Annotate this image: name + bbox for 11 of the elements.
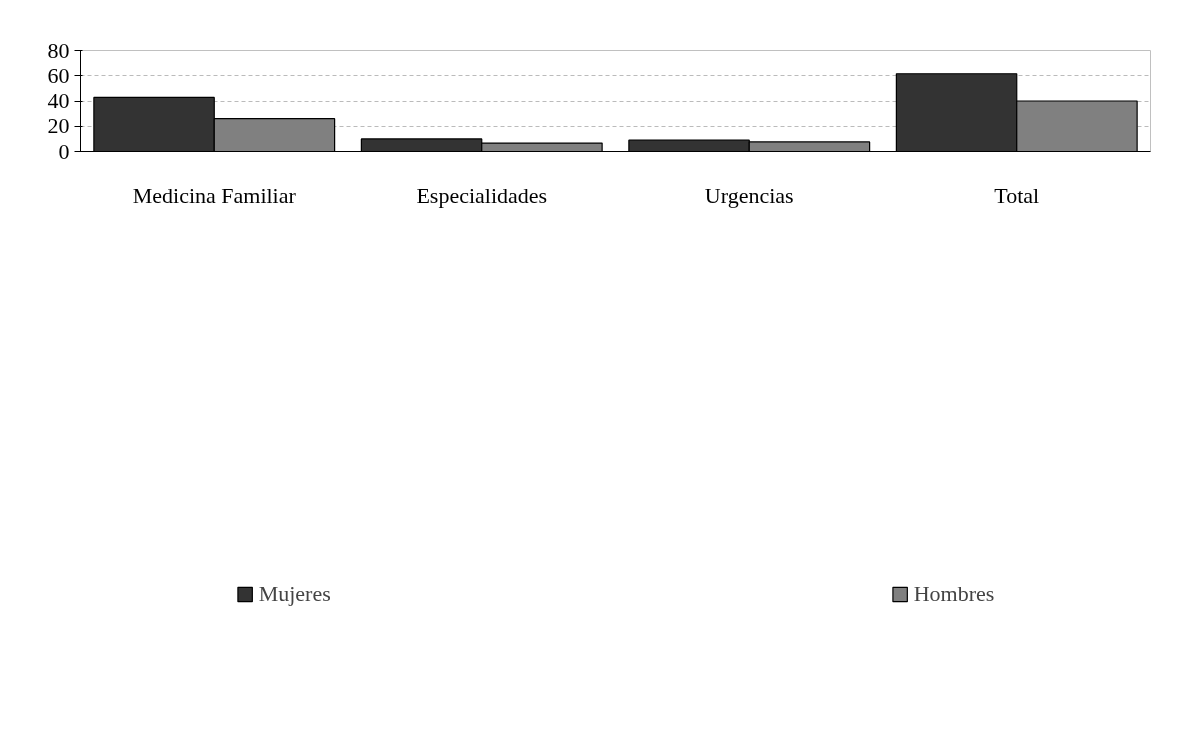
legend-label: Mujeres [258, 580, 331, 607]
y-tick-label: 20 [47, 113, 70, 139]
y-tick-label: 0 [58, 138, 70, 164]
y-tick-label: 60 [47, 62, 70, 88]
y-tick-label: 40 [47, 88, 70, 113]
y-tick-label: 80 [47, 37, 70, 63]
x-tick-label: Medicina Familiar [132, 182, 297, 208]
x-tick-label: Total [994, 182, 1040, 208]
x-tick-label: Urgencias [704, 182, 794, 208]
x-tick-label: Especialidades [416, 182, 548, 208]
legend-label: Hombres [913, 580, 995, 607]
